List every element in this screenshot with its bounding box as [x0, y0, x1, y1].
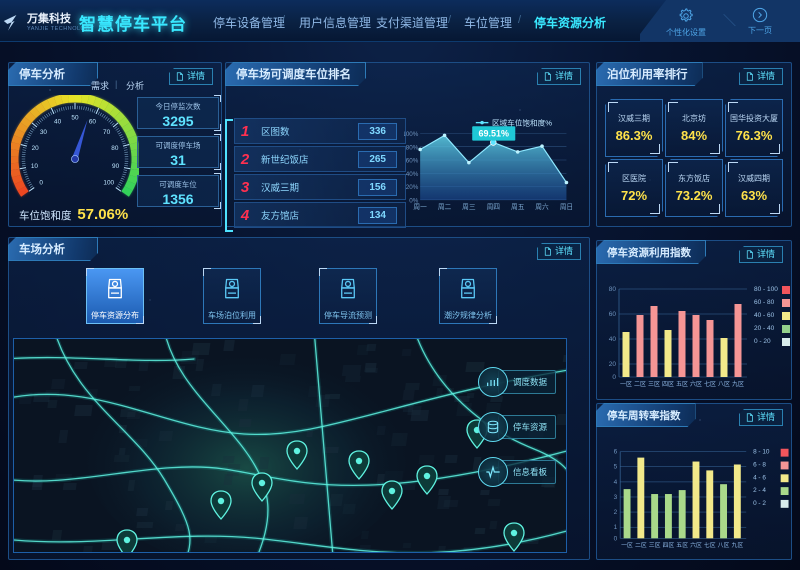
svg-text:八区: 八区 — [718, 542, 730, 549]
svg-text:5: 5 — [614, 464, 618, 471]
svg-text:九区: 九区 — [731, 541, 743, 549]
svg-text:40%: 40% — [406, 171, 419, 178]
svg-text:0: 0 — [612, 374, 616, 381]
svg-text:五区: 五区 — [676, 542, 688, 549]
svg-text:六区: 六区 — [690, 380, 702, 388]
svg-text:90: 90 — [112, 163, 120, 170]
svg-text:3: 3 — [614, 494, 618, 501]
svg-text:20: 20 — [32, 145, 40, 152]
svg-text:六区: 六区 — [690, 541, 702, 549]
svg-text:二区: 二区 — [635, 542, 647, 549]
svg-text:周五: 周五 — [511, 203, 525, 211]
svg-text:70: 70 — [103, 129, 111, 136]
svg-text:一区: 一区 — [621, 542, 633, 549]
svg-text:区域车位饱和度%: 区域车位饱和度% — [492, 117, 552, 127]
svg-text:20%: 20% — [406, 184, 419, 191]
svg-text:二区: 二区 — [634, 381, 646, 388]
svg-text:6: 6 — [614, 449, 618, 456]
svg-text:三区: 三区 — [649, 542, 661, 549]
svg-text:1: 1 — [614, 524, 618, 531]
svg-text:40: 40 — [609, 336, 617, 343]
svg-text:周日: 周日 — [560, 203, 573, 211]
svg-text:四区: 四区 — [663, 542, 675, 549]
svg-text:80 - 100: 80 - 100 — [754, 286, 778, 293]
svg-text:周一: 周一 — [413, 203, 427, 211]
svg-text:4 - 6: 4 - 6 — [753, 474, 766, 481]
svg-text:七区: 七区 — [704, 541, 716, 549]
svg-text:100%: 100% — [404, 131, 419, 138]
svg-text:40: 40 — [54, 118, 62, 125]
svg-text:周六: 周六 — [535, 202, 549, 211]
svg-text:80%: 80% — [406, 144, 419, 151]
svg-text:8 - 10: 8 - 10 — [753, 449, 770, 456]
svg-text:七区: 七区 — [704, 380, 716, 388]
svg-text:2 - 4: 2 - 4 — [753, 487, 766, 494]
svg-text:0: 0 — [39, 179, 43, 186]
svg-text:6 - 8: 6 - 8 — [753, 461, 766, 468]
svg-text:周四: 周四 — [487, 203, 501, 211]
svg-text:2: 2 — [614, 509, 618, 516]
svg-text:40 - 60: 40 - 60 — [754, 312, 775, 319]
svg-text:0 - 2: 0 - 2 — [753, 500, 766, 507]
svg-text:0: 0 — [614, 535, 618, 542]
svg-text:50: 50 — [71, 114, 79, 121]
svg-text:60 - 80: 60 - 80 — [754, 299, 775, 306]
svg-text:80: 80 — [111, 145, 119, 152]
svg-text:九区: 九区 — [732, 380, 744, 388]
svg-text:69.51%: 69.51% — [479, 129, 509, 139]
svg-text:4: 4 — [614, 479, 618, 486]
svg-text:周三: 周三 — [462, 203, 476, 211]
svg-text:三区: 三区 — [648, 381, 660, 388]
svg-text:0 - 20: 0 - 20 — [754, 338, 771, 345]
svg-text:60: 60 — [609, 311, 617, 318]
svg-text:20: 20 — [609, 361, 617, 368]
svg-text:30: 30 — [40, 129, 48, 136]
svg-text:周二: 周二 — [438, 203, 452, 211]
svg-text:五区: 五区 — [676, 381, 688, 388]
svg-text:10: 10 — [31, 163, 39, 170]
svg-text:60: 60 — [89, 118, 97, 125]
svg-text:100: 100 — [103, 179, 114, 186]
svg-text:八区: 八区 — [718, 381, 730, 388]
svg-text:四区: 四区 — [662, 381, 674, 388]
svg-text:20 - 40: 20 - 40 — [754, 325, 775, 332]
svg-text:80: 80 — [609, 286, 617, 293]
svg-text:60%: 60% — [406, 158, 419, 165]
svg-text:一区: 一区 — [620, 381, 632, 388]
